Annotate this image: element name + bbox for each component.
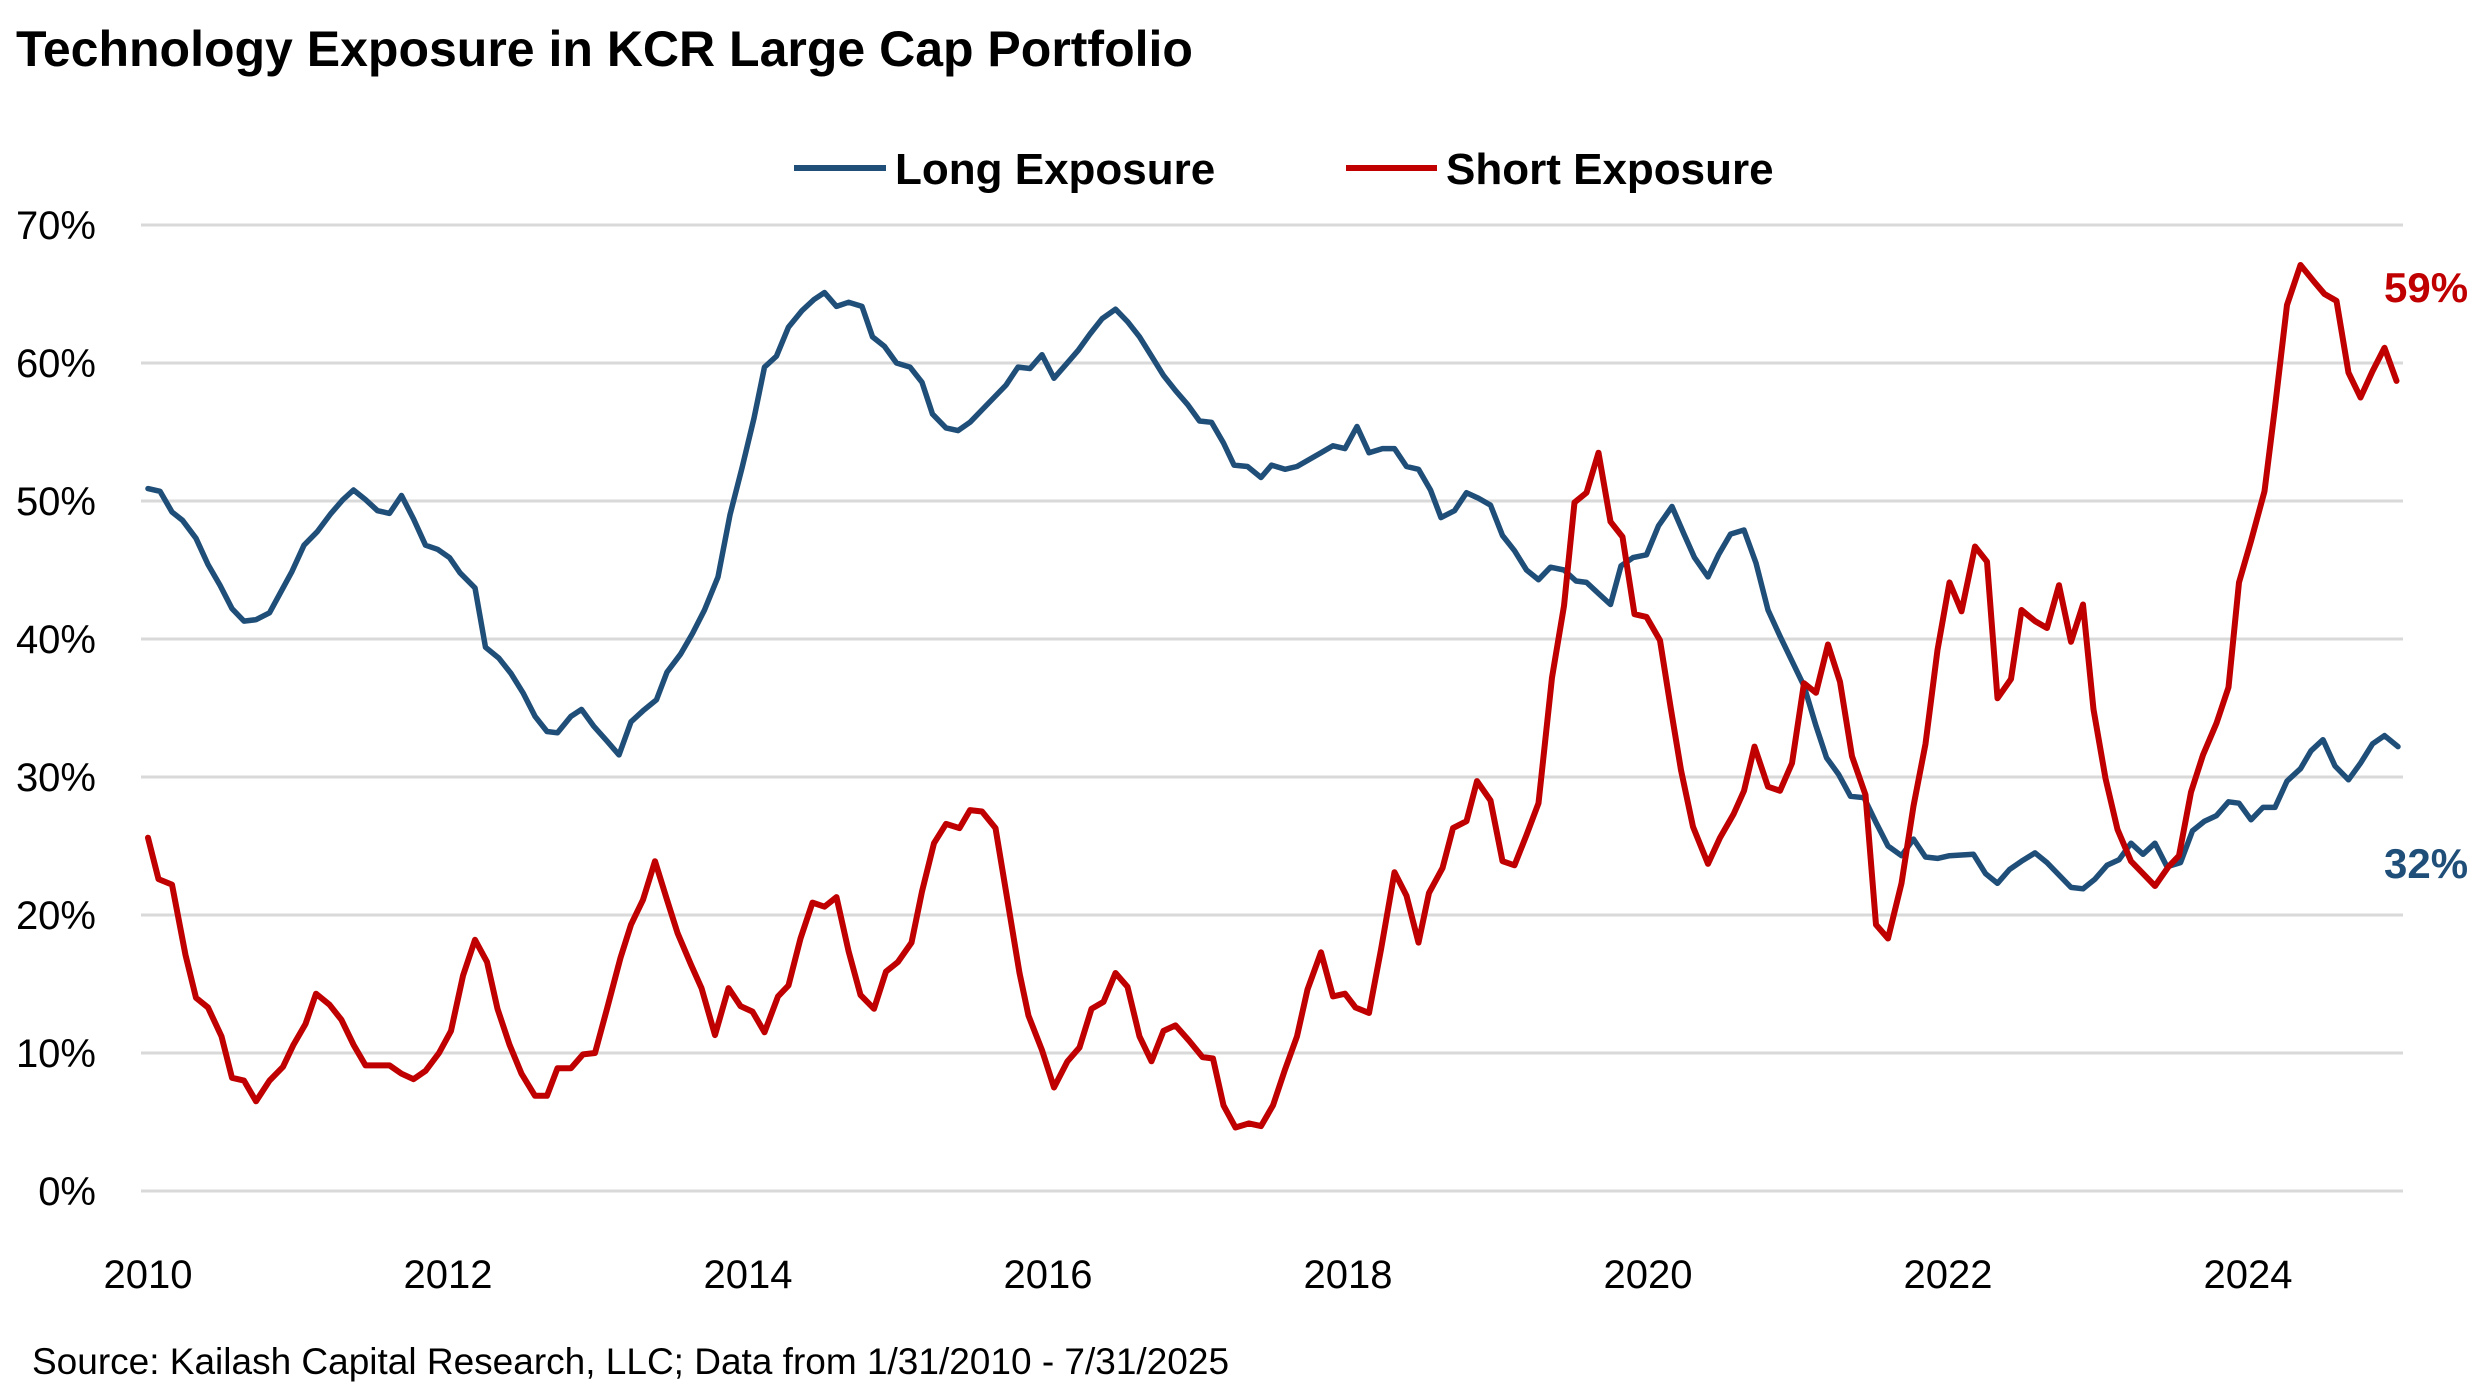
- x-axis-ticks: 2010 2012 2014 2016 2018 2020 2022 2024: [104, 1253, 2293, 1297]
- legend-label-short: Short Exposure: [1446, 145, 1774, 194]
- y-tick-label: 10%: [16, 1032, 96, 1076]
- x-tick-label: 2014: [704, 1253, 793, 1297]
- x-tick-label: 2010: [104, 1253, 193, 1297]
- y-tick-label: 60%: [16, 342, 96, 386]
- x-tick-label: 2018: [1304, 1253, 1393, 1297]
- y-tick-label: 0%: [38, 1170, 96, 1214]
- x-tick-label: 2012: [404, 1253, 493, 1297]
- x-tick-label: 2024: [2204, 1253, 2293, 1297]
- x-tick-label: 2016: [1004, 1253, 1093, 1297]
- y-tick-label: 70%: [16, 204, 96, 248]
- chart-title: Technology Exposure in KCR Large Cap Por…: [16, 21, 1193, 77]
- series-lines: [145, 262, 2401, 1131]
- series-line-long-exposure: [145, 289, 2401, 892]
- x-tick-label: 2020: [1604, 1253, 1693, 1297]
- short-end-label: 59%: [2384, 264, 2468, 311]
- y-tick-label: 20%: [16, 894, 96, 938]
- legend-label-long: Long Exposure: [895, 145, 1215, 194]
- x-tick-label: 2022: [1904, 1253, 1993, 1297]
- source-note: Source: Kailash Capital Research, LLC; D…: [32, 1341, 1229, 1382]
- y-axis-ticks: 0% 10% 20% 30% 40% 50% 60% 70%: [16, 204, 96, 1214]
- y-tick-label: 30%: [16, 756, 96, 800]
- y-tick-label: 40%: [16, 618, 96, 662]
- legend: Long Exposure Short Exposure: [794, 145, 1774, 194]
- long-end-label: 32%: [2384, 840, 2468, 887]
- gridlines: [141, 223, 2403, 1193]
- y-tick-label: 50%: [16, 480, 96, 524]
- series-line-short-exposure: [145, 262, 2400, 1131]
